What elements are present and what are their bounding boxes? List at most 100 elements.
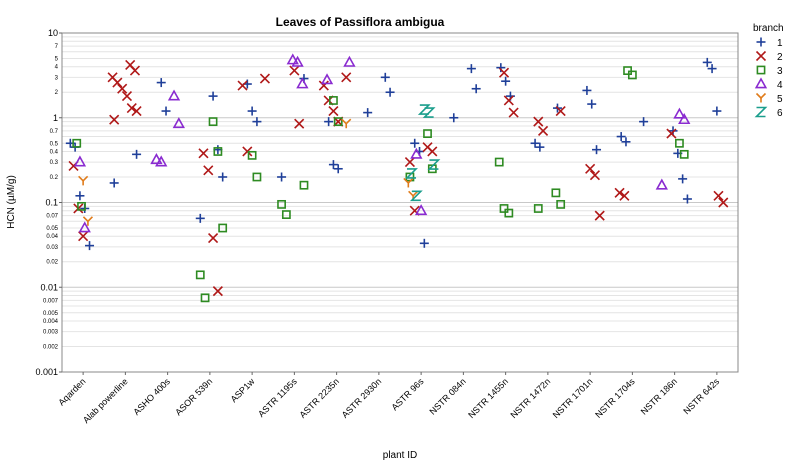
data-point-branch-4 — [320, 73, 334, 85]
data-point-branch-1 — [328, 160, 338, 170]
data-point-branch-4 — [410, 147, 423, 159]
y-tick-label: 0.001 — [35, 367, 58, 377]
data-point-branch-2 — [78, 231, 89, 242]
data-point-branch-2 — [121, 91, 133, 102]
data-point-branch-1 — [109, 178, 119, 188]
data-point-branch-4 — [673, 107, 686, 119]
data-point-branch-1 — [535, 142, 545, 152]
data-point-branch-1 — [75, 191, 85, 201]
x-axis-label: plant ID — [383, 450, 417, 461]
data-point-branch-1 — [621, 137, 631, 147]
x-tick-label: NSTR 1455n — [466, 376, 510, 420]
x-tick-label: ASHO 400s — [131, 376, 172, 417]
data-point-branch-2 — [594, 210, 605, 221]
x-tick-label: ASP1w — [229, 376, 257, 404]
data-point-branch-1 — [324, 117, 334, 127]
data-point-branch-1 — [385, 87, 395, 97]
data-point-branch-6 — [405, 168, 418, 179]
data-point-branch-2 — [289, 65, 300, 76]
data-point-branch-4 — [296, 77, 309, 89]
legend-marker-2 — [755, 50, 767, 62]
data-point-branch-4 — [414, 204, 428, 216]
data-point-branch-4 — [343, 55, 356, 67]
data-point-branch-1 — [702, 57, 712, 67]
data-point-branch-2 — [203, 165, 214, 176]
x-tick-label: Aqarden — [56, 376, 87, 407]
y-tick-label: 1 — [53, 113, 58, 123]
data-point-branch-3 — [252, 172, 262, 182]
data-point-branch-3 — [551, 188, 561, 198]
data-point-branch-2 — [109, 114, 120, 125]
x-tick-label: ASTR 96s — [389, 376, 425, 412]
data-point-branch-4 — [291, 55, 304, 67]
data-point-branch-2 — [237, 80, 248, 91]
data-point-branch-2 — [208, 233, 219, 244]
data-point-branch-1 — [419, 238, 429, 248]
y-tick-label-minor: 0.002 — [43, 344, 59, 350]
y-tick-label-minor: 0.02 — [46, 260, 58, 266]
data-point-branch-2 — [198, 148, 209, 159]
x-tick-label: NSTR 642s — [681, 376, 721, 416]
data-point-branch-1 — [639, 117, 649, 127]
data-point-branch-3 — [77, 201, 86, 211]
data-point-branch-1 — [208, 91, 218, 101]
x-tick-label: ASOR 539n — [173, 376, 214, 417]
x-tick-label: NSTR 1701n — [551, 376, 595, 420]
legend-marker-1 — [756, 37, 766, 47]
y-tick-label-minor: 3 — [55, 75, 59, 81]
data-point-branch-1 — [592, 145, 602, 155]
data-point-branch-1 — [496, 63, 506, 73]
data-point-branch-3 — [277, 199, 286, 209]
y-tick-label-minor: 0.004 — [43, 319, 59, 325]
data-point-branch-1 — [132, 149, 142, 159]
data-point-branch-5 — [403, 177, 414, 188]
data-point-branch-1 — [333, 164, 343, 174]
data-point-branch-4 — [73, 155, 87, 167]
data-point-branch-1 — [616, 132, 626, 142]
data-point-branch-1 — [195, 213, 205, 223]
legend-label: 6 — [777, 108, 783, 119]
x-tick-label: NSTR 1472n — [508, 376, 552, 420]
legend-marker-6 — [754, 106, 768, 118]
y-tick-label-minor: 0.005 — [43, 311, 59, 317]
data-point-branch-3 — [299, 180, 309, 190]
data-point-branch-1 — [471, 84, 481, 94]
y-axis-label: HCN (µM/g) — [6, 175, 17, 229]
data-point-branch-6 — [422, 107, 436, 118]
data-point-branch-1 — [707, 64, 717, 74]
y-tick-label-minor: 0.05 — [46, 226, 58, 232]
data-point-branch-3 — [247, 150, 257, 160]
data-point-branch-1 — [85, 241, 95, 251]
data-point-branch-4 — [172, 117, 185, 129]
y-tick-label-minor: 4 — [55, 65, 59, 71]
legend-label: 5 — [777, 94, 783, 105]
data-point-branch-2 — [341, 72, 352, 83]
y-tick-label-minor: 0.03 — [46, 245, 58, 251]
data-point-branch-2 — [427, 146, 438, 157]
data-point-branch-2 — [718, 197, 729, 208]
data-point-branch-4 — [150, 153, 163, 165]
data-point-branch-2 — [126, 103, 137, 114]
data-point-branch-1 — [501, 76, 511, 86]
data-point-branch-2 — [503, 95, 514, 106]
data-point-branch-2 — [129, 65, 141, 76]
y-tick-label-minor: 0.5 — [50, 141, 59, 147]
data-point-branch-1 — [449, 113, 459, 123]
data-point-branch-1 — [380, 72, 390, 82]
data-point-branch-6 — [409, 190, 423, 202]
data-point-branch-2 — [614, 187, 625, 198]
data-point-branch-5 — [78, 175, 89, 186]
legend-marker-5 — [755, 92, 767, 103]
data-point-branch-1 — [410, 138, 420, 148]
x-tick-label: ASTR 1195s — [256, 376, 299, 419]
data-point-branch-1 — [247, 106, 257, 116]
data-point-branch-3 — [627, 70, 637, 80]
y-tick-label-minor: 0.4 — [50, 149, 59, 155]
data-point-branch-6 — [427, 159, 441, 170]
legend: branch 1 2 3 4 5 6 — [753, 23, 784, 119]
data-point-branch-2 — [112, 77, 123, 88]
data-point-branch-2 — [585, 163, 596, 174]
data-point-branch-4 — [655, 178, 668, 190]
y-tick-label-minor: 0.04 — [46, 234, 58, 240]
